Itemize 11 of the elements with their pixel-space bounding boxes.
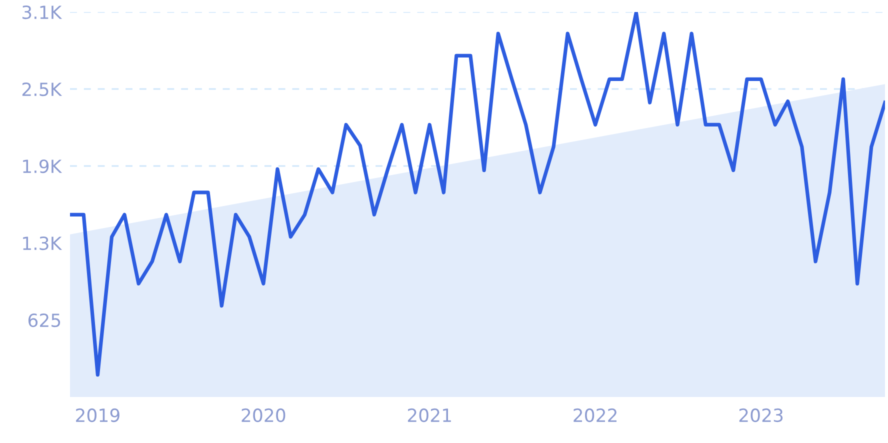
- x-tick-label: 2020: [242, 408, 286, 422]
- x-tick-label: 2023: [739, 408, 783, 422]
- y-tick-label: 1.9K: [23, 159, 62, 174]
- y-tick-label: 1.3K: [23, 236, 62, 250]
- x-tick-label: 2019: [76, 408, 120, 422]
- line-series: [70, 12, 885, 377]
- y-tick-label: 625: [28, 313, 60, 328]
- y-tick-label: 3.1K: [22, 5, 62, 20]
- y-tick-label: 2.5K: [22, 82, 62, 96]
- x-tick-label: 2022: [574, 408, 616, 422]
- x-tick-label: 2021: [408, 408, 451, 422]
